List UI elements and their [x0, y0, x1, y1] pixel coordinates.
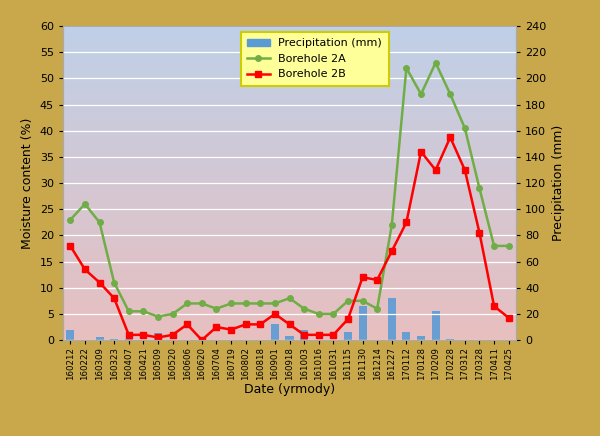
Bar: [271, 324, 279, 340]
Bar: [66, 330, 74, 340]
Y-axis label: Precipitation (mm): Precipitation (mm): [552, 125, 565, 241]
Bar: [95, 337, 104, 340]
Bar: [417, 336, 425, 340]
Bar: [300, 330, 308, 340]
Bar: [344, 332, 352, 340]
Y-axis label: Moisture content (%): Moisture content (%): [21, 117, 34, 249]
Legend: Precipitation (mm), Borehole 2A, Borehole 2B: Precipitation (mm), Borehole 2A, Borehol…: [241, 32, 389, 86]
Bar: [446, 339, 454, 340]
Bar: [286, 336, 293, 340]
Bar: [154, 333, 162, 340]
Bar: [125, 339, 133, 340]
X-axis label: Date (yrmody): Date (yrmody): [244, 383, 335, 396]
Bar: [431, 311, 440, 340]
Bar: [359, 306, 367, 340]
Bar: [110, 339, 118, 340]
Bar: [388, 298, 396, 340]
Bar: [403, 332, 410, 340]
